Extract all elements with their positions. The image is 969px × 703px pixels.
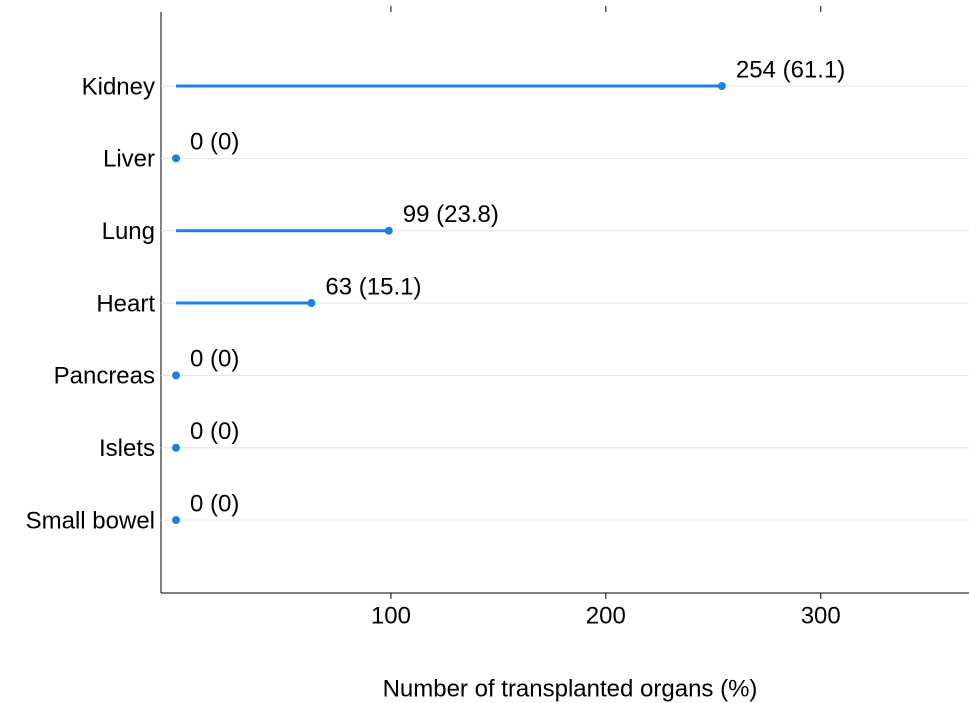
y-tick-label: Islets xyxy=(99,435,155,462)
value-label: 0 (0) xyxy=(190,490,239,517)
value-label: 0 (0) xyxy=(190,129,239,156)
value-label: 0 (0) xyxy=(190,418,239,445)
dot xyxy=(172,371,181,380)
dot xyxy=(717,82,726,90)
dot xyxy=(172,154,181,163)
y-tick-label: Kidney xyxy=(82,73,155,100)
dot xyxy=(172,516,181,525)
dot xyxy=(172,443,181,452)
x-tick-label: 200 xyxy=(586,602,626,629)
value-label: 99 (23.8) xyxy=(403,201,499,228)
value-label: 0 (0) xyxy=(190,346,239,373)
y-tick-label: Heart xyxy=(96,290,155,317)
x-tick-label: 300 xyxy=(801,602,841,629)
dot xyxy=(307,299,316,308)
value-label: 63 (15.1) xyxy=(325,273,421,300)
y-tick-label: Liver xyxy=(103,146,155,173)
x-axis-title: Number of transplanted organs (%) xyxy=(383,675,758,702)
x-tick-label: 100 xyxy=(371,602,411,629)
y-tick-label: Small bowel xyxy=(26,507,155,534)
value-label: 254 (61.1) xyxy=(736,56,845,83)
y-tick-label: Pancreas xyxy=(54,363,155,390)
dot xyxy=(384,226,393,235)
y-tick-label: Lung xyxy=(102,218,155,245)
